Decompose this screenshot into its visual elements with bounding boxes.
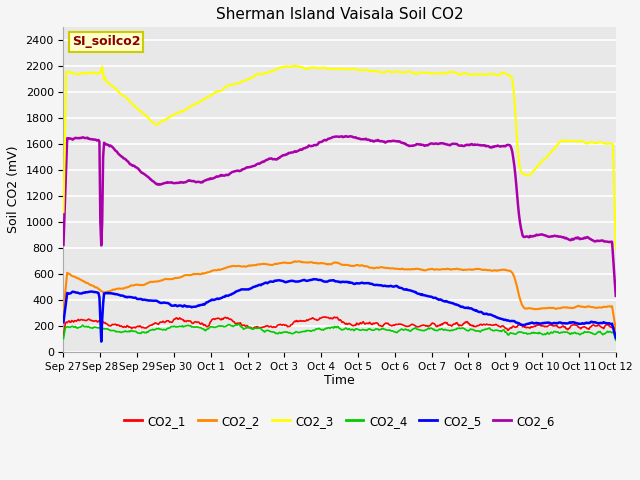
Legend: CO2_1, CO2_2, CO2_3, CO2_4, CO2_5, CO2_6: CO2_1, CO2_2, CO2_3, CO2_4, CO2_5, CO2_6 bbox=[120, 410, 559, 432]
Title: Sherman Island Vaisala Soil CO2: Sherman Island Vaisala Soil CO2 bbox=[216, 7, 463, 22]
Y-axis label: Soil CO2 (mV): Soil CO2 (mV) bbox=[7, 146, 20, 233]
Text: SI_soilco2: SI_soilco2 bbox=[72, 36, 140, 48]
X-axis label: Time: Time bbox=[324, 374, 355, 387]
